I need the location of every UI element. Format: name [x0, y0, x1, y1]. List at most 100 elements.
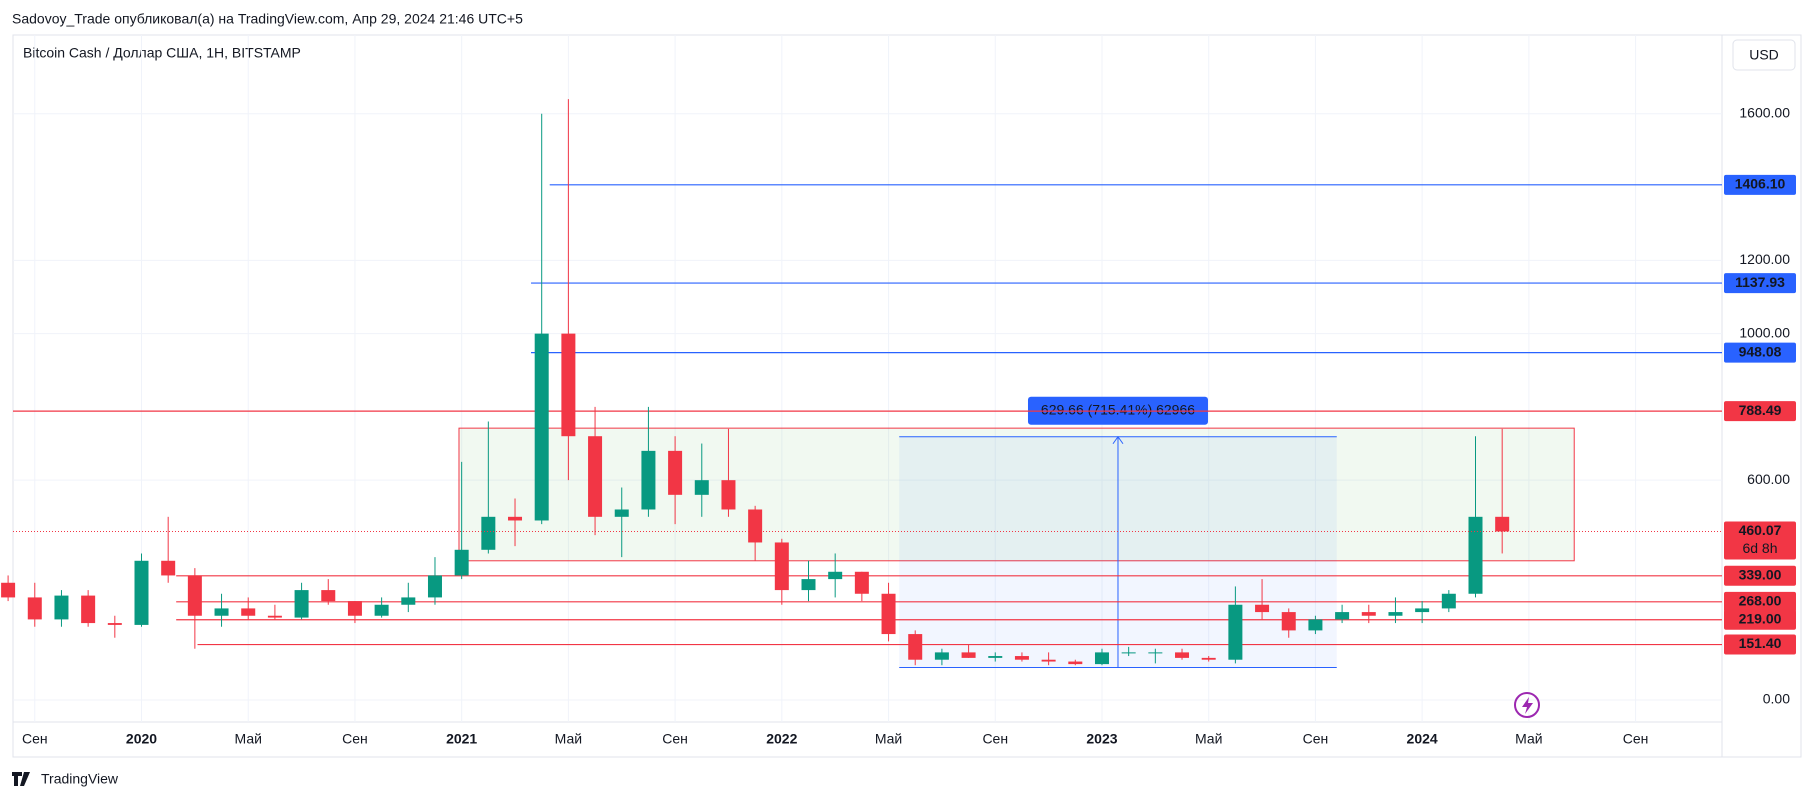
candle-body [1228, 604, 1243, 660]
candle-body [374, 604, 389, 616]
candle-body [214, 608, 229, 616]
candle-body [134, 560, 149, 625]
x-tick-label: Сен [1303, 731, 1329, 747]
candle-body [1308, 619, 1323, 631]
candle-body [988, 656, 1003, 658]
x-tick-label: 2023 [1086, 731, 1117, 747]
brand-name: TradingView [41, 771, 119, 787]
candle-body [481, 516, 496, 550]
candle-body [1175, 652, 1190, 658]
x-tick-label: Май [875, 731, 902, 747]
currency-button[interactable] [1732, 39, 1796, 71]
last-price-badge [1724, 521, 1796, 560]
candle-body [1495, 516, 1510, 532]
level-badge [1724, 634, 1796, 655]
candle-body [54, 595, 69, 620]
candle-body [27, 597, 42, 620]
candle-body [828, 571, 843, 580]
level-badge-label: 788.49 [1739, 402, 1782, 418]
countdown-label: 6d 8h [1742, 540, 1777, 556]
last-price-label: 460.07 [1739, 522, 1782, 538]
candle-body [561, 333, 576, 437]
x-tick-label: 2021 [446, 731, 477, 747]
candle-body [641, 450, 656, 510]
y-tick-label: 600.00 [1747, 471, 1790, 487]
x-tick-label: 2022 [766, 731, 797, 747]
candle-body [668, 450, 683, 495]
candle-body [1094, 652, 1109, 665]
candle-body [614, 509, 629, 517]
x-tick-label: Сен [982, 731, 1008, 747]
candle-body [161, 560, 176, 576]
level-badge-label: 219.00 [1739, 610, 1782, 626]
candle-body [81, 595, 96, 624]
candle-body [1, 582, 16, 598]
level-badge [1724, 401, 1796, 422]
x-tick-label: Сен [342, 731, 368, 747]
lightning-icon[interactable] [1514, 692, 1540, 718]
level-badge [1724, 342, 1796, 363]
level-badge-label: 1406.10 [1735, 176, 1786, 192]
candle-body [694, 480, 709, 495]
candle-body [1068, 661, 1083, 665]
candle-body [508, 516, 523, 521]
level-badge [1724, 273, 1796, 294]
x-tick-label: Май [1515, 731, 1542, 747]
x-tick-label: 2024 [1407, 731, 1438, 747]
candle-body [588, 436, 603, 517]
level-badge [1724, 591, 1796, 612]
candle-body [748, 509, 763, 543]
candle-body [187, 575, 202, 616]
candle-body [1468, 516, 1483, 594]
candle-body [1121, 652, 1136, 654]
level-badge-label: 151.40 [1739, 635, 1782, 651]
x-tick-label: Сен [1623, 731, 1649, 747]
publisher-line: Sadovoy_Trade опубликовал(а) на TradingV… [12, 11, 523, 27]
lightning-bolt [1522, 697, 1533, 714]
level-badge [1724, 174, 1796, 195]
candle-body [454, 549, 469, 576]
candle-body [908, 634, 923, 660]
currency-label: USD [1749, 47, 1779, 63]
candle-body [934, 652, 949, 660]
candle-body [241, 608, 256, 616]
candle-body [347, 601, 362, 616]
candle-body [1201, 657, 1216, 660]
candle-body [427, 575, 442, 598]
candle-body [1281, 612, 1296, 631]
level-badge-label: 948.08 [1739, 343, 1782, 359]
candle-body [1255, 604, 1270, 613]
candle-body [401, 597, 416, 605]
y-tick-label: 1000.00 [1739, 324, 1790, 340]
chart-frame [12, 34, 1802, 758]
candle-body [294, 590, 309, 618]
level-badge [1724, 609, 1796, 630]
candle-body [321, 590, 336, 602]
candle-body [1361, 612, 1376, 616]
candle-body [1335, 612, 1350, 620]
candle-body [1388, 612, 1403, 616]
candle-body [267, 615, 282, 618]
x-tick-label: Сен [662, 731, 688, 747]
brand-logo [12, 772, 30, 786]
level-badge-label: 339.00 [1739, 567, 1782, 583]
y-tick-label: 1200.00 [1739, 251, 1790, 267]
y-tick-label: 0.00 [1763, 691, 1790, 707]
candle-body [1014, 656, 1029, 660]
candle-body [1441, 593, 1456, 609]
level-badge-label: 268.00 [1739, 593, 1782, 609]
measure-label: 629.66 (715.41%) 62966 [1041, 401, 1195, 417]
y-tick-label: 1600.00 [1739, 104, 1790, 120]
candle-body [854, 571, 869, 594]
x-tick-label: 2020 [126, 731, 157, 747]
candle-body [107, 623, 122, 625]
x-tick-label: Сен [22, 731, 48, 747]
x-tick-label: Май [1195, 731, 1222, 747]
candle-body [1415, 608, 1430, 613]
plot: 0.00 600.00 1000.00 1200.00 1600.00 Сен 2020 Ма… [1, 35, 1796, 747]
candle-body [801, 579, 816, 591]
x-tick-label: Май [235, 731, 262, 747]
candle-body [1041, 659, 1056, 662]
candle-body [961, 652, 976, 658]
